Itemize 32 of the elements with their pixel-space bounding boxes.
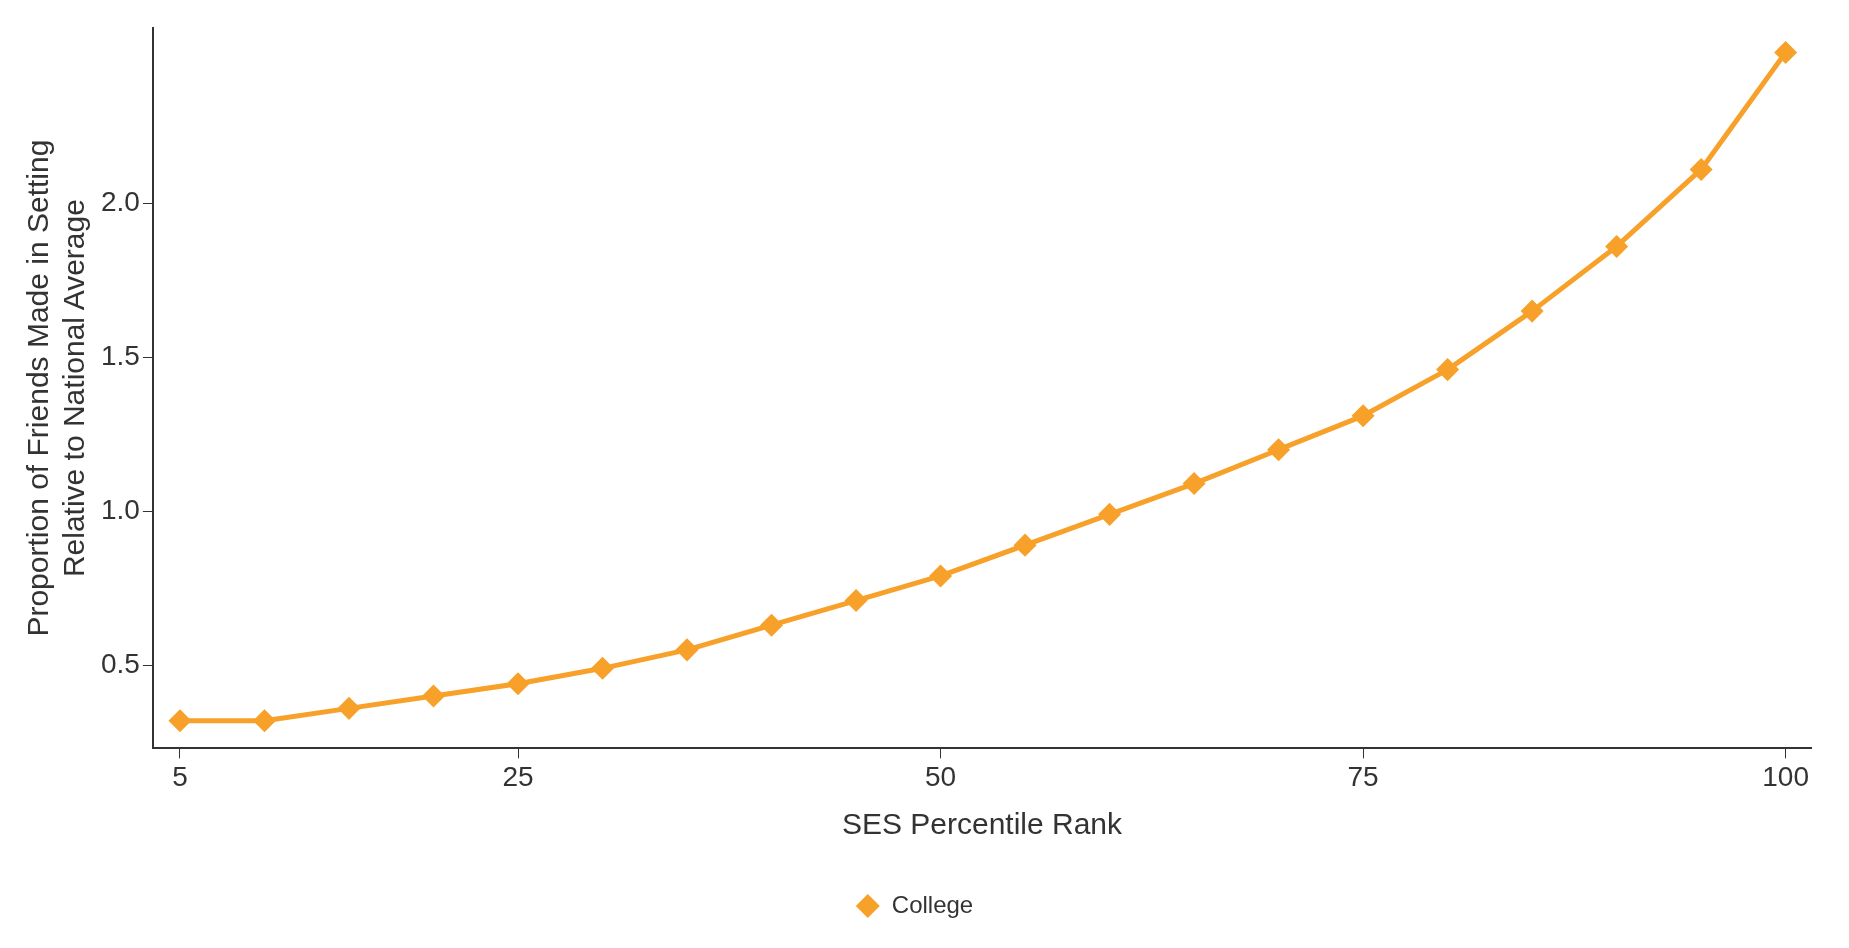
point	[930, 565, 952, 587]
x-tick-label: 50	[924, 760, 957, 792]
point	[845, 590, 867, 612]
y-tick-label: 0.5	[100, 647, 140, 679]
y-tick-label: 1.5	[100, 340, 140, 372]
point	[1606, 235, 1628, 257]
point	[507, 673, 529, 695]
point	[1268, 439, 1290, 461]
point	[338, 697, 360, 719]
point	[169, 710, 191, 732]
y-tick-label: 1.0	[100, 494, 140, 525]
x-tick-label: 5	[172, 760, 188, 792]
y-tick-label: 2.0	[100, 186, 140, 218]
point	[1775, 41, 1797, 63]
point	[1521, 300, 1543, 322]
point	[1437, 359, 1459, 381]
point	[676, 639, 698, 661]
y-axis-title: Proportion of Friends Made in Setting Relative to National Average	[21, 139, 91, 637]
x-tick-label: 25	[502, 760, 534, 792]
point	[592, 657, 614, 679]
point	[1014, 534, 1036, 556]
point	[253, 710, 275, 732]
point	[1352, 405, 1374, 427]
point	[1183, 473, 1205, 495]
x-tick-label: 100	[1762, 760, 1810, 792]
x-axis-title: SES Percentile Rank	[841, 807, 1124, 841]
x-tick-label: 75	[1347, 760, 1379, 792]
legend-label: College	[891, 890, 974, 918]
point	[761, 614, 783, 636]
point	[1690, 158, 1712, 180]
point	[423, 685, 444, 707]
point	[1099, 503, 1121, 525]
